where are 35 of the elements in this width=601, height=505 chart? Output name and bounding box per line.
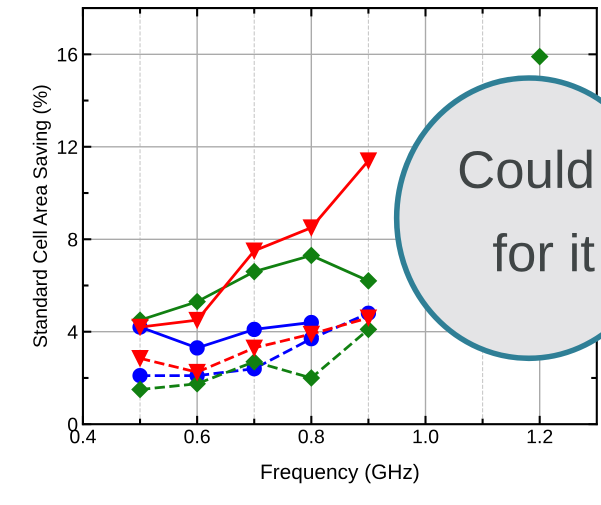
y-tick-label: 8 <box>68 232 78 246</box>
annotation: Could <box>460 150 592 188</box>
x-tick-label: 0.8 <box>298 430 324 444</box>
y-tick-label: 12 <box>58 140 78 154</box>
point <box>360 152 377 169</box>
x-tick-label: 1.0 <box>413 430 438 444</box>
point <box>246 242 263 260</box>
point <box>132 350 148 367</box>
point <box>246 353 263 370</box>
point <box>302 219 320 236</box>
point <box>302 369 320 387</box>
point <box>246 340 263 356</box>
point <box>302 326 320 342</box>
point <box>132 368 148 384</box>
y-tick-label: 16 <box>58 48 78 62</box>
point <box>246 263 263 280</box>
y-axis-title: Standard Cell Area Saving (%) <box>32 85 51 348</box>
y-tick-label: 4 <box>68 325 78 339</box>
x-tick-label: 0.4 <box>70 430 96 444</box>
x-tick-label: 1.2 <box>528 430 552 444</box>
x-axis-title: Frequency (GHz) <box>262 464 418 484</box>
point <box>188 293 206 310</box>
point <box>188 375 206 392</box>
point <box>246 322 262 338</box>
point <box>531 48 548 66</box>
point <box>189 340 205 356</box>
point <box>188 364 206 381</box>
x-tick-label: 0.6 <box>184 430 210 444</box>
point <box>302 246 320 264</box>
annotation: for it <box>493 232 595 272</box>
point <box>188 312 206 329</box>
point <box>360 272 377 290</box>
point <box>131 380 149 398</box>
point <box>360 320 377 338</box>
point <box>360 310 377 326</box>
